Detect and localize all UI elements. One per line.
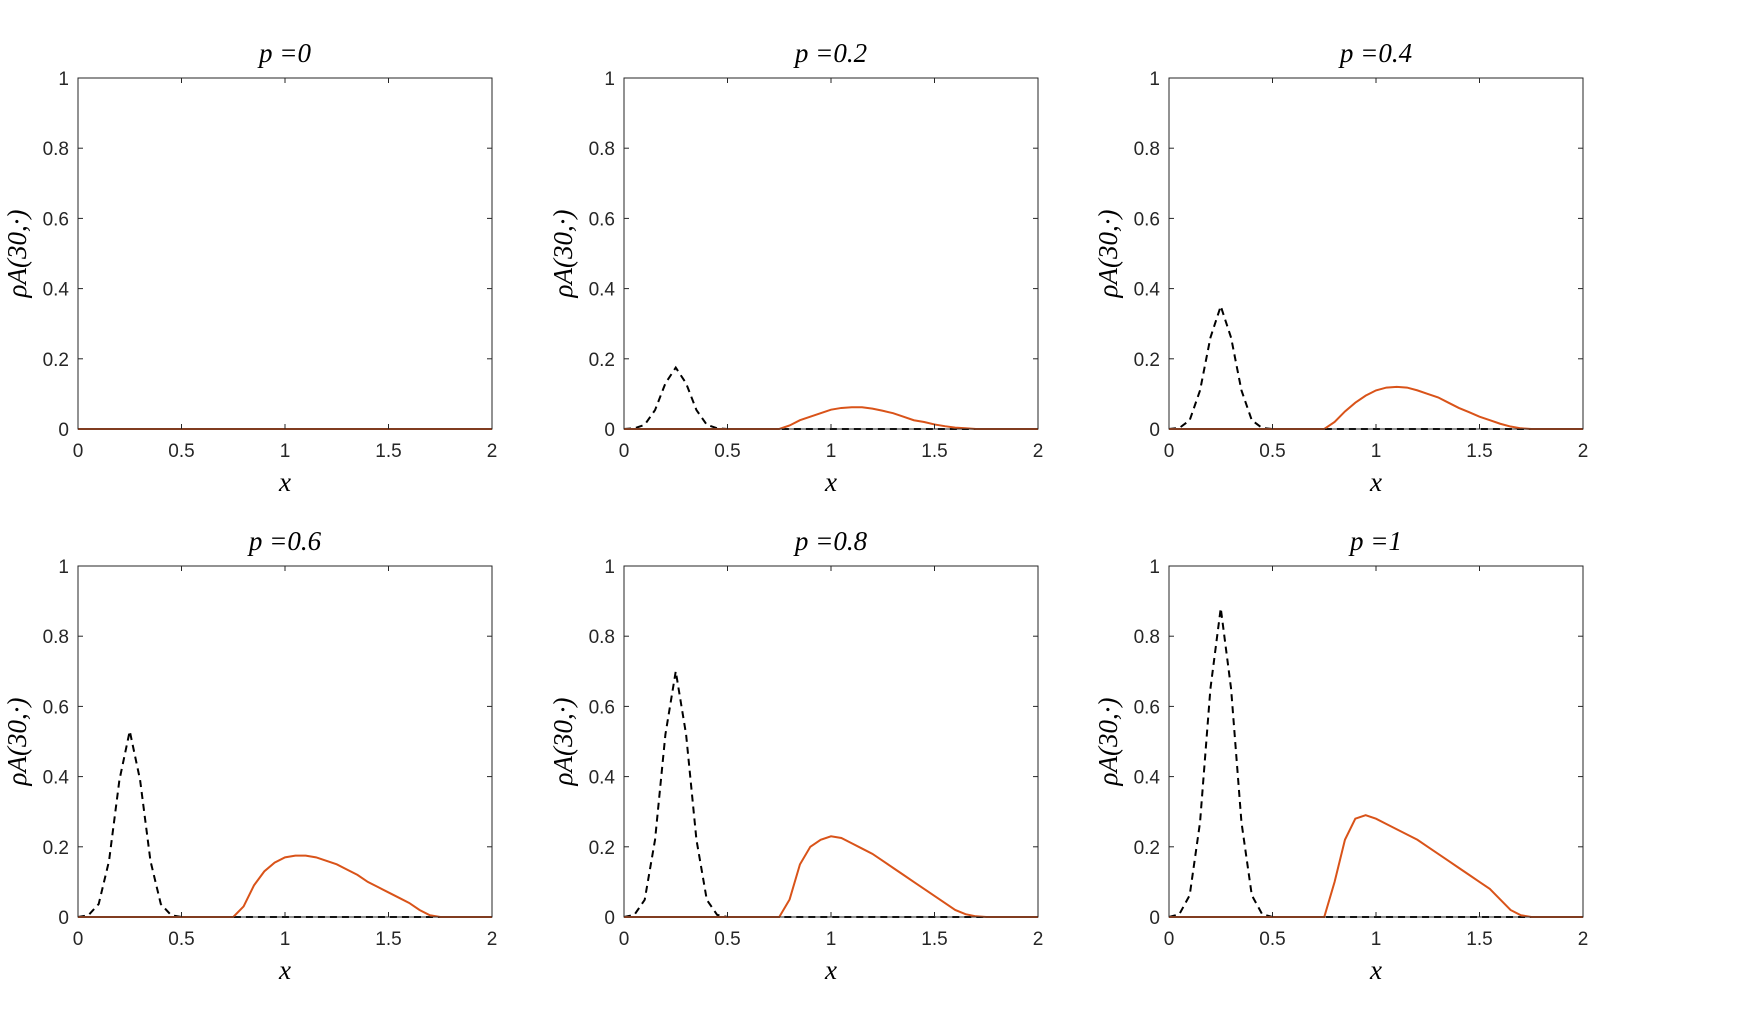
axes-background — [78, 566, 492, 917]
y-tick-label: 1 — [1149, 69, 1160, 90]
y-tick-label: 1 — [604, 557, 615, 578]
y-tick-label: 0 — [1149, 420, 1160, 441]
y-tick-label: 0.2 — [43, 838, 69, 859]
x-tick-label: 1.5 — [1466, 441, 1492, 462]
x-tick-label: 1 — [826, 929, 837, 950]
y-axis-label: ρA(30,·) — [1093, 210, 1123, 299]
y-tick-label: 1 — [604, 69, 615, 90]
y-axis-label: ρA(30,·) — [548, 698, 578, 787]
x-tick-label: 2 — [487, 441, 498, 462]
y-tick-label: 0.6 — [589, 209, 615, 230]
y-axis-label: ρA(30,·) — [2, 210, 32, 299]
y-tick-label: 0.4 — [1134, 768, 1161, 789]
chart-title: p =1 — [1348, 526, 1402, 556]
x-tick-label: 1 — [280, 929, 291, 950]
x-tick-label: 0.5 — [714, 441, 740, 462]
x-tick-label: 0 — [73, 441, 84, 462]
x-axis-label: x — [278, 955, 291, 985]
chart-title: p =0.6 — [247, 526, 322, 556]
x-tick-label: 1.5 — [921, 441, 947, 462]
y-tick-label: 0.8 — [43, 139, 69, 160]
x-axis-label: x — [1369, 955, 1382, 985]
x-tick-label: 1.5 — [1466, 929, 1492, 950]
x-tick-label: 0 — [619, 929, 630, 950]
y-tick-label: 0.4 — [43, 768, 70, 789]
y-axis-label: ρA(30,·) — [1093, 698, 1123, 787]
x-tick-label: 2 — [487, 929, 498, 950]
x-tick-label: 1 — [1371, 929, 1382, 950]
x-axis-label: x — [278, 467, 291, 497]
x-tick-label: 2 — [1578, 929, 1589, 950]
x-tick-label: 2 — [1033, 929, 1044, 950]
axes-background — [78, 78, 492, 429]
y-tick-label: 0.8 — [589, 627, 615, 648]
y-tick-label: 0.4 — [589, 768, 616, 789]
y-tick-label: 0 — [604, 420, 615, 441]
y-tick-label: 0.8 — [43, 627, 69, 648]
x-tick-label: 1 — [1371, 441, 1382, 462]
x-axis-label: x — [1369, 467, 1382, 497]
x-tick-label: 0.5 — [1259, 929, 1285, 950]
chart-title: p =0.4 — [1338, 38, 1412, 68]
y-axis-label: ρA(30,·) — [548, 210, 578, 299]
x-tick-label: 0 — [73, 929, 84, 950]
y-tick-label: 0 — [58, 420, 69, 441]
x-tick-label: 0 — [619, 441, 630, 462]
x-tick-label: 1.5 — [375, 441, 401, 462]
axes-background — [1169, 566, 1583, 917]
x-tick-label: 0.5 — [1259, 441, 1285, 462]
y-tick-label: 0.6 — [589, 697, 615, 718]
y-tick-label: 0 — [1149, 908, 1160, 929]
y-tick-label: 0.2 — [589, 838, 615, 859]
y-tick-label: 0.4 — [589, 280, 616, 301]
y-tick-label: 1 — [1149, 557, 1160, 578]
chart-title: p =0.8 — [793, 526, 868, 556]
x-tick-label: 0 — [1164, 929, 1175, 950]
axes-background — [624, 566, 1038, 917]
y-tick-label: 0.6 — [1134, 697, 1160, 718]
y-tick-label: 0.2 — [1134, 350, 1160, 371]
x-tick-label: 0.5 — [168, 441, 194, 462]
axes-background — [1169, 78, 1583, 429]
y-tick-label: 1 — [58, 69, 69, 90]
y-tick-label: 0 — [604, 908, 615, 929]
x-tick-label: 1 — [280, 441, 291, 462]
y-tick-label: 0.6 — [43, 697, 69, 718]
axes-background — [624, 78, 1038, 429]
y-tick-label: 0.4 — [43, 280, 70, 301]
y-tick-label: 1 — [58, 557, 69, 578]
y-tick-label: 0.6 — [43, 209, 69, 230]
y-tick-label: 0.8 — [1134, 627, 1160, 648]
y-tick-label: 0 — [58, 908, 69, 929]
y-tick-label: 0.8 — [589, 139, 615, 160]
x-tick-label: 0.5 — [168, 929, 194, 950]
y-tick-label: 0.2 — [1134, 838, 1160, 859]
x-axis-label: x — [824, 467, 837, 497]
y-axis-label: ρA(30,·) — [2, 698, 32, 787]
x-tick-label: 0 — [1164, 441, 1175, 462]
x-axis-label: x — [824, 955, 837, 985]
y-tick-label: 0.2 — [43, 350, 69, 371]
y-tick-label: 0.4 — [1134, 280, 1161, 301]
x-tick-label: 1 — [826, 441, 837, 462]
chart-title: p =0 — [257, 38, 311, 68]
x-tick-label: 0.5 — [714, 929, 740, 950]
y-tick-label: 0.2 — [589, 350, 615, 371]
x-tick-label: 1.5 — [921, 929, 947, 950]
x-tick-label: 1.5 — [375, 929, 401, 950]
y-tick-label: 0.6 — [1134, 209, 1160, 230]
x-tick-label: 2 — [1578, 441, 1589, 462]
x-tick-label: 2 — [1033, 441, 1044, 462]
chart-title: p =0.2 — [793, 38, 867, 68]
y-tick-label: 0.8 — [1134, 139, 1160, 160]
